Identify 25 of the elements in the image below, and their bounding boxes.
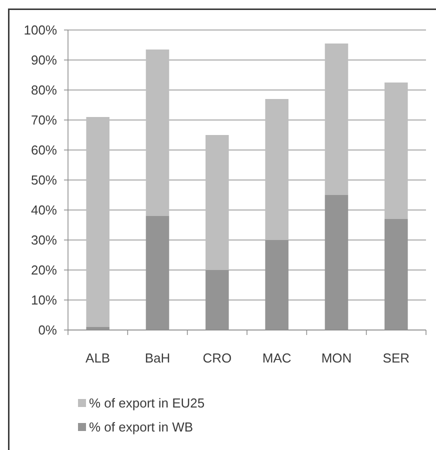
bar — [146, 50, 170, 216]
x-tick-label: MAC — [262, 350, 292, 366]
y-tick-label: 80% — [30, 82, 58, 98]
x-tick-label: CRO — [202, 350, 232, 366]
bar — [324, 44, 348, 195]
x-tick-label: ALB — [86, 350, 110, 366]
y-tick-label: 50% — [30, 172, 58, 188]
x-tick-label: BaH — [144, 350, 170, 366]
y-tick-label: 40% — [30, 202, 58, 218]
x-tick-label: MON — [321, 350, 352, 366]
bar — [86, 117, 110, 327]
legend-label: % of export in EU25 — [89, 396, 205, 411]
bar — [206, 135, 229, 270]
y-tick-label: 20% — [30, 262, 58, 278]
y-tick-label: 90% — [30, 52, 58, 68]
y-tick-label: 10% — [30, 292, 58, 308]
y-tick-label: 0% — [38, 322, 58, 338]
x-tick-label: SER — [382, 350, 410, 366]
legend-label: % of export in WB — [89, 420, 194, 435]
bar — [265, 99, 288, 240]
y-tick-label: 60% — [30, 142, 58, 158]
bar — [384, 82, 408, 219]
y-tick-label: 70% — [30, 112, 58, 128]
y-tick-label: 100% — [24, 22, 58, 38]
y-tick-label: 30% — [30, 232, 58, 248]
